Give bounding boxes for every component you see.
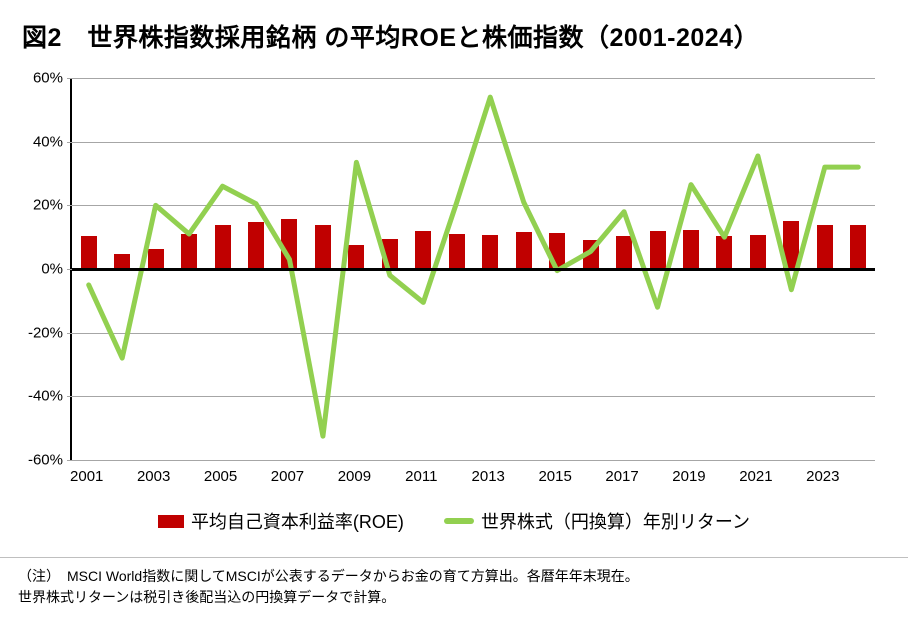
y-axis-tick-mark (67, 205, 72, 207)
bar (147, 248, 164, 269)
legend-item-return: 世界株式（円換算）年別リターン (443, 508, 751, 534)
y-axis-tick-label: -40% (27, 387, 63, 405)
bar (448, 233, 465, 269)
plot-area (67, 78, 875, 461)
page-title: 図2 世界株指数採用銘柄 の平均ROEと株価指数（2001-2024） (22, 24, 760, 52)
footnote-divider (0, 557, 908, 558)
y-axis-tick-mark (67, 141, 72, 143)
bar (716, 235, 733, 269)
x-axis-tick-label: 2023 (806, 468, 840, 485)
bar (214, 225, 231, 269)
footnote: （注） MSCI World指数に関してMSCIが公表するデータからお金の育て方… (18, 566, 890, 608)
bar (348, 245, 365, 269)
x-axis-tick-label: 2021 (739, 468, 773, 485)
chart-legend: 平均自己資本利益率(ROE) 世界株式（円換算）年別リターン (0, 508, 908, 534)
x-axis-tick-label: 2003 (136, 468, 171, 485)
x-axis-tick-label: 2017 (605, 468, 639, 485)
line-series (86, 94, 861, 439)
bar (515, 232, 532, 269)
bar (114, 253, 131, 269)
y-axis-tick-label: 60% (32, 69, 63, 87)
y-axis-tick-label: 40% (32, 133, 63, 151)
bar (415, 230, 432, 269)
y-axis-tick-mark (67, 78, 72, 79)
bar (682, 229, 699, 269)
legend-item-return-label: 世界株式（円換算）年別リターン (480, 512, 751, 532)
y-axis-tick-mark (67, 332, 72, 334)
legend-line-swatch-icon (443, 518, 474, 524)
gridline (72, 396, 875, 398)
bar (482, 235, 499, 269)
bar (314, 225, 331, 269)
bar (850, 225, 867, 269)
y-axis-tick-label: 20% (32, 196, 63, 214)
y-axis-tick-mark (67, 460, 72, 461)
bar (749, 234, 766, 269)
bar (248, 221, 265, 269)
y-axis-tick-label: -20% (27, 324, 63, 342)
x-axis-tick-label: 2005 (203, 468, 238, 485)
legend-bar-swatch-icon (157, 514, 184, 528)
bar (616, 235, 633, 269)
footnote-line-1: （注） MSCI World指数に関してMSCIが公表するデータからお金の育て方… (18, 568, 639, 584)
x-axis-tick-label: 2019 (672, 468, 706, 485)
y-axis-tick-label: -60% (27, 451, 63, 469)
y-axis-tick-label: 0% (41, 260, 63, 278)
bar (80, 236, 97, 269)
gridline (72, 205, 875, 207)
x-axis-tick-label: 2009 (337, 468, 372, 485)
gridline (72, 460, 875, 461)
x-axis-tick-label: 2013 (471, 468, 505, 485)
legend-item-roe: 平均自己資本利益率(ROE) (157, 508, 404, 534)
zero-axis-line (72, 267, 875, 271)
gridline (72, 332, 875, 334)
bar (181, 233, 198, 269)
y-axis-tick-mark (67, 269, 72, 270)
x-axis-tick-label: 2007 (270, 468, 305, 485)
bar (816, 225, 833, 269)
x-axis-tick-label: 2001 (70, 468, 104, 485)
y-axis-tick-mark (67, 396, 72, 398)
gridline (72, 78, 875, 79)
bar (649, 231, 666, 269)
chart-figure: 60% 40% 20% 0% -20% -40% -60% 2001 2003 2005 2007… (0, 60, 908, 500)
legend-item-roe-label: 平均自己資本利益率(ROE) (190, 512, 404, 532)
bar (783, 220, 800, 269)
x-axis-tick-label: 2015 (538, 468, 572, 485)
footnote-line-2: 世界株式リターンは税引き後配当込の円換算データで計算。 (18, 589, 396, 605)
x-axis-tick-label: 2011 (405, 468, 438, 485)
